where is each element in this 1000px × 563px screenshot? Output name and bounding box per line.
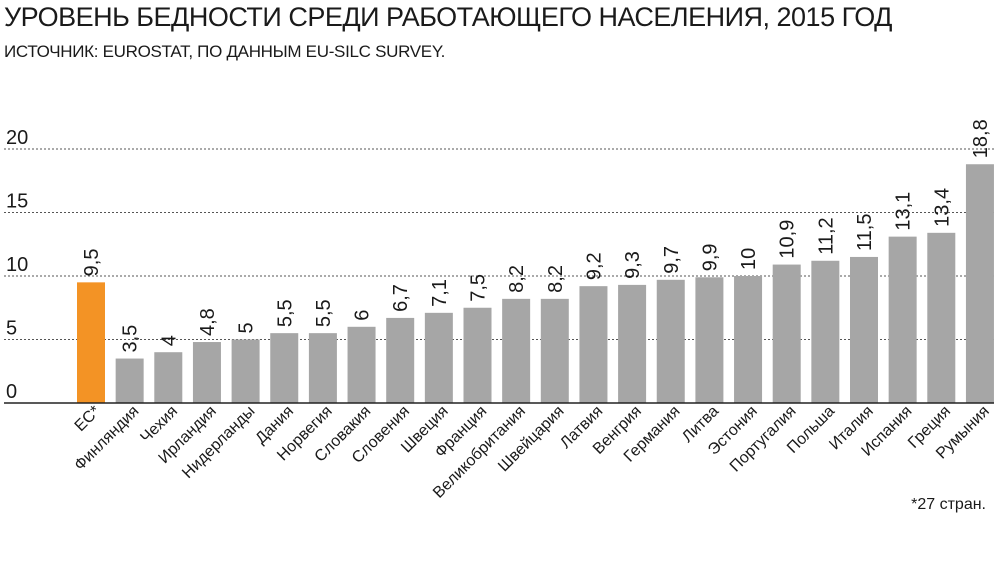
value-label: 18,8: [970, 119, 992, 158]
bars: [77, 164, 994, 403]
value-label: 6,7: [390, 284, 412, 312]
value-label: 13,1: [893, 192, 915, 231]
y-tick-label-20: 20: [6, 127, 28, 149]
value-label: 7,5: [468, 274, 490, 302]
value-label: 9,9: [699, 243, 721, 271]
value-label: 10,9: [777, 220, 799, 259]
bar: [192, 342, 221, 403]
value-label: 3,5: [120, 325, 142, 353]
bar: [811, 260, 840, 403]
bar: [154, 352, 183, 403]
bar: [618, 284, 647, 403]
bar: [965, 164, 994, 403]
value-label: 9,3: [622, 251, 644, 279]
bar: [347, 326, 376, 403]
value-label: 9,5: [81, 249, 103, 277]
bar: [888, 236, 917, 403]
bar: [927, 232, 956, 403]
bar: [772, 264, 801, 403]
bar: [695, 277, 724, 403]
y-tick-label-15: 15: [6, 191, 28, 213]
bar: [424, 312, 453, 403]
value-label: 13,4: [931, 188, 953, 227]
value-label: 8,2: [545, 265, 567, 293]
value-label: 8,2: [506, 265, 528, 293]
value-label: 4: [158, 335, 180, 346]
bar: [77, 282, 105, 403]
category-labels: ЕС*ФинляндияЧехияИрландияНидерландыДания…: [71, 403, 993, 502]
value-label: 5,5: [274, 299, 296, 327]
y-tick-label-10: 10: [6, 254, 28, 276]
bar: [540, 298, 569, 403]
bar: [850, 256, 878, 403]
bar: [308, 333, 337, 403]
value-labels: 9,5 3,5 4 4,8 5 5,5 5,5 6 6,7 7,1 7,5 8,2 8,2 9,2 9,3 9…: [81, 119, 992, 352]
value-label: 11,5: [854, 213, 876, 250]
value-label: 5,5: [313, 299, 335, 327]
chart-title: УРОВЕНЬ БЕДНОСТИ СРЕДИ РАБОТАЮЩЕГО НАСЕЛ…: [4, 2, 892, 32]
value-label: 9,7: [661, 246, 683, 274]
value-label: 11,2: [815, 217, 837, 254]
value-label: 10: [738, 248, 760, 270]
footnote: *27 стран.: [911, 496, 986, 513]
bar: [115, 358, 144, 403]
bar: [579, 286, 608, 403]
bar: [656, 279, 685, 403]
y-tick-label-0: 0: [6, 381, 17, 403]
bar: [734, 276, 763, 403]
value-label: 9,2: [583, 252, 605, 280]
bar: [463, 307, 492, 403]
category-label: ЕС*: [72, 403, 104, 435]
chart-subtitle: ИСТОЧНИК: EUROSTAT, ПО ДАННЫМ EU-SILC SU…: [4, 42, 446, 61]
value-label: 5: [236, 322, 258, 333]
y-tick-label-5: 5: [6, 318, 17, 340]
y-axis-ticks: 0 5 10 15 20: [6, 127, 28, 403]
value-label: 6: [352, 310, 374, 321]
value-label: 7,1: [429, 279, 451, 307]
gridlines: [4, 148, 994, 340]
bar: [502, 298, 531, 403]
bar: [231, 339, 260, 403]
bar: [270, 333, 299, 403]
value-label: 4,8: [197, 308, 219, 336]
bar: [386, 317, 415, 403]
